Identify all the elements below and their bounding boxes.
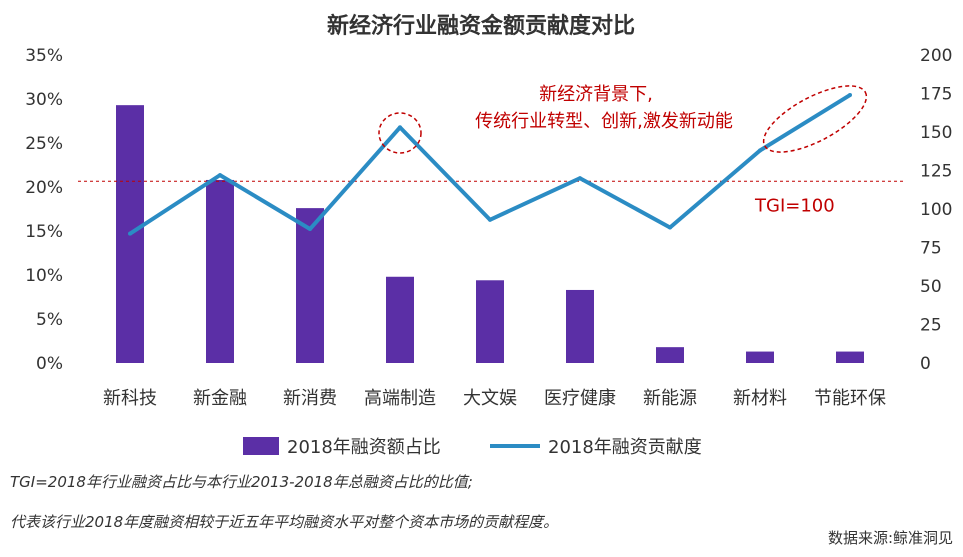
line-point: [578, 176, 582, 181]
category-label: 高端制造: [364, 388, 436, 409]
left-tick-label: 20%: [25, 178, 63, 198]
right-axis: 0 25 50 75 100 125 150 175 200: [920, 46, 952, 374]
category-label: 新材料: [733, 388, 787, 409]
right-tick-label: 100: [920, 200, 952, 220]
right-tick-label: 175: [920, 85, 952, 105]
right-tick-label: 200: [920, 46, 952, 66]
data-source: 数据来源:鲸准洞见: [828, 529, 953, 547]
line-point: [218, 173, 222, 178]
bar: [836, 351, 864, 363]
highlight-ellipse-manufacturing: [378, 112, 422, 154]
right-tick-label: 50: [920, 277, 942, 297]
note-line-2: 代表该行业2018年度融资相较于近五年平均融资水平对整个资本市场的贡献程度。: [10, 513, 558, 531]
bar: [566, 289, 594, 363]
category-label: 医疗健康: [544, 388, 616, 409]
left-tick-label: 35%: [25, 46, 63, 66]
contribution-points: [128, 93, 852, 236]
bar: [296, 208, 324, 363]
category-label: 大文娱: [463, 388, 517, 409]
legend-bar-label: 2018年融资额占比: [287, 437, 441, 458]
right-tick-label: 75: [920, 239, 942, 259]
category-labels: 新科技 新金融 新消费 高端制造 大文娱 医疗健康 新能源 新材料 节能环保: [103, 388, 886, 409]
bar: [206, 179, 234, 363]
line-point: [758, 148, 762, 153]
category-label: 新消费: [283, 388, 337, 409]
right-tick-label: 0: [920, 354, 931, 374]
annotation-line-2: 传统行业转型、创新,激发新动能: [475, 111, 733, 132]
line-point: [308, 227, 312, 232]
left-tick-label: 0%: [36, 354, 63, 374]
category-label: 节能环保: [814, 388, 886, 409]
tgi-reference-label: TGI=100: [754, 195, 835, 216]
left-tick-label: 30%: [25, 90, 63, 110]
line-point: [848, 93, 852, 98]
right-tick-label: 25: [920, 316, 942, 336]
category-label: 新金融: [193, 388, 247, 409]
left-axis: 0% 5% 10% 15% 20% 25% 30% 35%: [25, 46, 63, 374]
bar: [746, 351, 774, 363]
highlight-ellipse-environment: [762, 85, 868, 153]
left-tick-label: 15%: [25, 222, 63, 242]
line-point: [398, 125, 402, 130]
category-label: 新科技: [103, 388, 157, 409]
legend-line-label: 2018年融资贡献度: [548, 437, 702, 458]
left-tick-label: 5%: [36, 310, 63, 330]
left-tick-label: 25%: [25, 134, 63, 154]
line-point: [128, 231, 132, 236]
right-tick-label: 150: [920, 123, 952, 143]
line-point: [488, 217, 492, 222]
bar: [386, 276, 414, 363]
line-point: [668, 225, 672, 230]
chart-title: 新经济行业融资金额贡献度对比: [327, 13, 635, 39]
legend-bar-swatch: [243, 437, 279, 455]
right-tick-label: 125: [920, 162, 952, 182]
annotation-line-1: 新经济背景下,: [539, 84, 653, 105]
left-tick-label: 10%: [25, 266, 63, 286]
note-line-1: TGI=2018年行业融资占比与本行业2013-2018年总融资占比的比值;: [10, 473, 473, 491]
category-label: 新能源: [643, 388, 697, 409]
bar: [476, 280, 504, 363]
bar: [656, 347, 684, 363]
bar-series: [116, 105, 864, 363]
